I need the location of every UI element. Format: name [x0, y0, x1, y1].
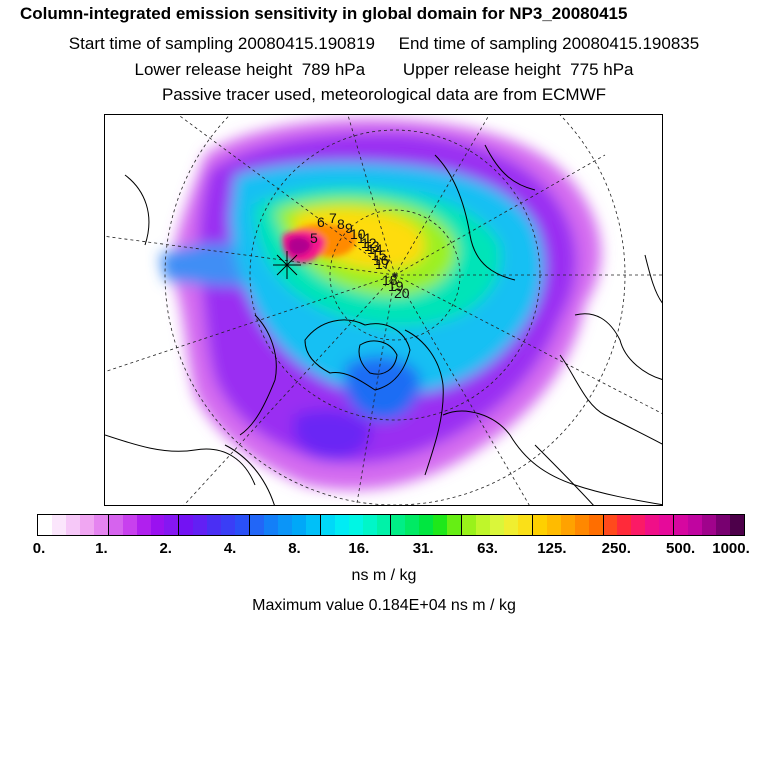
trajectory-label: 9	[345, 220, 353, 236]
colorbar-segment	[631, 515, 646, 535]
start-time: Start time of sampling 20080415.190819	[68, 34, 376, 53]
colorbar-segment	[179, 515, 194, 535]
colorbar-segment	[490, 515, 504, 535]
colorbar-tick-label: 250.	[601, 540, 631, 557]
trajectory-label: 15	[371, 247, 387, 263]
upper-release-height: Upper release height 775 hPa	[402, 60, 634, 79]
trajectory-label: 5	[310, 230, 318, 246]
map-canvas: 5 6 7 8 9 10 11 12 13 14 15 16 17 18 19 …	[105, 115, 662, 505]
trajectory-label: 17	[375, 256, 391, 272]
colorbar-tick-label: 125.	[537, 540, 567, 557]
colorbar-segment	[348, 515, 363, 535]
colorbar-segment	[250, 515, 264, 535]
colorbar-tick-label: 4.	[223, 540, 237, 557]
colorbar-segment	[517, 515, 533, 535]
colorbar-segment	[433, 515, 448, 535]
trajectory-label: 12	[361, 235, 377, 251]
colorbar-tick-label: 2.	[159, 540, 172, 557]
colorbar-segment	[93, 515, 109, 535]
colorbar-segment	[645, 515, 660, 535]
sensitivity-map: 5 6 7 8 9 10 11 12 13 14 15 16 17 18 19 …	[104, 114, 663, 506]
colorbar-segment	[419, 515, 434, 535]
colorbar-segment	[462, 515, 477, 535]
sensitivity-field	[160, 118, 602, 491]
colorbar-segment	[264, 515, 278, 535]
colorbar	[37, 514, 745, 536]
colorbar-segment	[277, 515, 292, 535]
colorbar-tick-label: 0.	[32, 540, 46, 557]
colorbar-tick-label: 1.	[95, 540, 108, 557]
sampling-times: Start time of sampling 20080415.190819 E…	[0, 34, 768, 54]
trajectory-label: 14	[367, 241, 383, 257]
maximum-value: Maximum value 0.184E+04 ns m / kg	[252, 597, 516, 614]
colorbar-segment	[674, 515, 689, 535]
colorbar-segment	[702, 515, 716, 535]
tracer-note: Passive tracer used, meteorological data…	[161, 85, 607, 104]
colorbar-tick-label: 63.	[477, 540, 498, 557]
colorbar-segment	[320, 515, 335, 535]
colorbar-tick-label: 8.	[288, 540, 301, 557]
colorbar-segment	[603, 515, 618, 535]
trajectory-label: 20	[394, 285, 410, 301]
map-coastlines	[105, 144, 662, 505]
colorbar-segment	[108, 515, 123, 535]
colorbar-segment	[38, 515, 52, 535]
colorbar-segment	[164, 515, 180, 535]
colorbar-segment	[560, 515, 575, 535]
colorbar-segment	[546, 515, 561, 535]
colorbar-segment	[532, 515, 547, 535]
colorbar-segment	[334, 515, 349, 535]
trajectory-label: 7	[329, 210, 337, 226]
colorbar-segment	[235, 515, 251, 535]
colorbar-segment	[588, 515, 604, 535]
colorbar-segment	[65, 515, 80, 535]
trajectory-label: 10	[350, 226, 366, 242]
colorbar-segment	[688, 515, 703, 535]
trajectory-label: 16	[373, 252, 389, 268]
colorbar-segment	[79, 515, 94, 535]
trajectory-label: 19	[388, 278, 404, 294]
colorbar-segment	[291, 515, 306, 535]
colorbar-segment	[376, 515, 392, 535]
colorbar-tick-label: 31.	[412, 540, 434, 557]
colorbar-segment	[617, 515, 632, 535]
end-time: End time of sampling 20080415.190835	[398, 34, 700, 53]
colorbar-tick-label: 16.	[348, 540, 370, 557]
colorbar-units: ns m / kg	[351, 567, 417, 584]
colorbar-segment	[362, 515, 377, 535]
colorbar-segment	[729, 515, 744, 535]
map-graticule	[105, 115, 662, 505]
colorbar-segment	[136, 515, 151, 535]
trajectory-label: 8	[337, 216, 345, 232]
colorbar-segment	[221, 515, 236, 535]
trajectory-track: 5 6 7 8 9 10 11 12 13 14 15 16 17 18 19 …	[273, 210, 410, 301]
colorbar-segment	[305, 515, 321, 535]
trajectory-label: 6	[317, 214, 325, 230]
lower-release-height: Lower release height 789 hPa	[134, 60, 366, 79]
colorbar-segment	[503, 515, 518, 535]
colorbar-segment	[391, 515, 406, 535]
trajectory-label: 11	[357, 230, 372, 246]
colorbar-segment	[122, 515, 137, 535]
colorbar-tick-label: 500.	[666, 540, 696, 557]
colorbar-segment	[659, 515, 675, 535]
trajectory-label: 13	[364, 238, 380, 254]
colorbar-segment	[150, 515, 165, 535]
colorbar-segment	[405, 515, 420, 535]
release-heights: Lower release height 789 hPa Upper relea…	[0, 60, 768, 80]
colorbar-segment	[716, 515, 730, 535]
colorbar-segment	[193, 515, 208, 535]
colorbar-segment	[447, 515, 463, 535]
colorbar-segment	[574, 515, 589, 535]
trajectory-label: 18	[382, 272, 398, 288]
colorbar-segment	[207, 515, 222, 535]
colorbar-segment	[51, 515, 66, 535]
colorbar-tick-label: 1000.	[712, 540, 750, 557]
plot-title: Column-integrated emission sensitivity i…	[20, 4, 628, 23]
colorbar-segment	[476, 515, 490, 535]
